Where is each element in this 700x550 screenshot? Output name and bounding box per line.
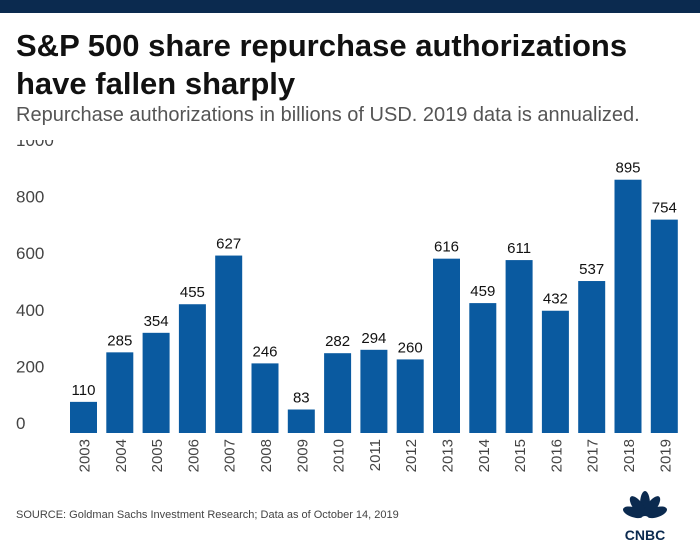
value-label: 83: [293, 390, 310, 407]
x-tick-label: 2019: [657, 439, 674, 472]
bar-2015: [505, 260, 533, 433]
peacock-icon: [623, 491, 667, 522]
top-accent-bar: [0, 0, 700, 13]
bar-2014: [469, 303, 497, 433]
source-note: SOURCE: Goldman Sachs Investment Researc…: [16, 509, 399, 521]
bar-2003: [70, 401, 97, 433]
x-tick-label: 2003: [77, 439, 94, 472]
x-tick-label: 2010: [331, 439, 348, 472]
value-label: 616: [434, 239, 459, 256]
y-axis: 0 200 400 600 800 1000: [16, 140, 54, 433]
value-label: 627: [216, 236, 241, 253]
bar-2004: [106, 352, 134, 433]
y-tick-label: 400: [16, 301, 44, 320]
bar-2007: [215, 255, 243, 433]
bar-2011: [360, 349, 388, 433]
bar-2018: [614, 179, 642, 433]
bars-group: [70, 179, 678, 433]
y-tick-label: 1000: [16, 140, 54, 150]
x-tick-label: 2011: [367, 439, 384, 471]
bar-chart: 0 200 400 600 800 1000 110 285 354 455 627 246 83 28…: [16, 140, 678, 472]
value-label: 459: [470, 283, 495, 300]
value-label: 432: [543, 291, 568, 308]
value-label: 285: [107, 332, 132, 349]
x-tick-label: 2007: [222, 439, 239, 472]
bar-2006: [178, 304, 206, 433]
x-tick-label: 2017: [585, 439, 602, 472]
x-tick-label: 2014: [476, 439, 493, 472]
value-label: 354: [144, 313, 169, 330]
x-tick-label: 2018: [621, 439, 638, 472]
value-label: 294: [361, 330, 386, 347]
cnbc-wordmark: CNBC: [625, 527, 665, 543]
x-tick-label: 2015: [512, 439, 529, 472]
cnbc-peacock-logo: CNBC: [623, 491, 667, 543]
value-label: 537: [579, 261, 604, 278]
x-tick-label: 2004: [113, 439, 130, 472]
bar-2016: [541, 310, 569, 433]
x-tick-label: 2012: [403, 439, 420, 472]
bar-2008: [251, 363, 279, 433]
y-tick-label: 600: [16, 244, 44, 263]
value-label: 282: [325, 333, 350, 350]
x-tick-label: 2006: [185, 439, 202, 472]
chart-subtitle: Repurchase authorizations in billions of…: [16, 104, 640, 126]
y-tick-label: 800: [16, 188, 44, 207]
value-label: 110: [72, 382, 96, 399]
x-tick-label: 2009: [294, 439, 311, 472]
bar-2010: [324, 353, 352, 433]
x-tick-label: 2016: [548, 439, 565, 472]
bar-2013: [433, 258, 460, 433]
x-axis: 2003 2004 2005 2006 2007 2008 2009 2010 2011 2012…: [77, 439, 675, 472]
y-tick-label: 0: [16, 414, 25, 433]
chart-title: S&P 500 share repurchase authorizations …: [16, 28, 628, 101]
bar-2017: [578, 281, 606, 433]
value-label: 246: [252, 343, 277, 360]
x-tick-label: 2005: [149, 439, 166, 472]
y-tick-label: 200: [16, 357, 44, 376]
value-labels: 110 285 354 455 627 246 83 282 294 260 616 459 611 43…: [72, 160, 677, 407]
value-label: 895: [615, 160, 640, 177]
x-tick-label: 2013: [440, 439, 457, 472]
x-tick-label: 2008: [258, 439, 275, 472]
value-label: 455: [180, 284, 205, 301]
value-label: 611: [507, 240, 531, 257]
bar-2019: [650, 219, 678, 433]
bar-2012: [396, 359, 424, 433]
value-label: 260: [398, 339, 423, 356]
value-label: 754: [652, 200, 677, 217]
bar-2005: [142, 332, 170, 433]
bar-2009: [287, 409, 315, 433]
